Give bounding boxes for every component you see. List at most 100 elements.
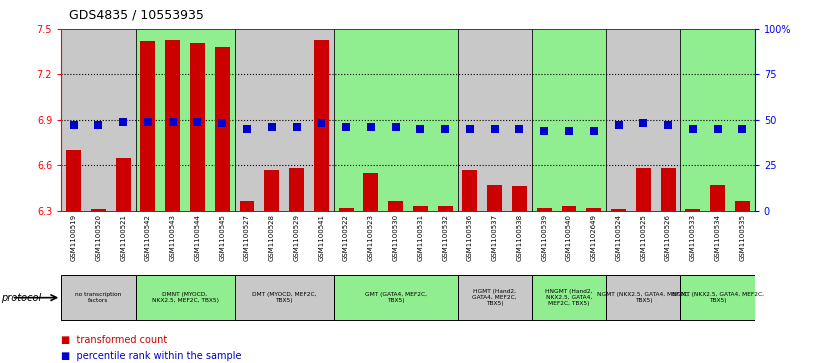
Text: GSM1100522: GSM1100522 [343, 214, 349, 261]
Bar [91, 209, 106, 211]
Text: GSM1100543: GSM1100543 [170, 214, 175, 261]
Text: GSM1100532: GSM1100532 [442, 214, 448, 261]
Point [686, 126, 699, 132]
Text: ■  percentile rank within the sample: ■ percentile rank within the sample [61, 351, 242, 361]
Text: HGMT (Hand2,
GATA4, MEF2C,
TBX5): HGMT (Hand2, GATA4, MEF2C, TBX5) [472, 289, 517, 306]
Bar [681, 29, 755, 211]
Text: GSM1100524: GSM1100524 [615, 214, 622, 261]
Point [588, 128, 601, 134]
Bar [363, 173, 379, 211]
Text: GSM1100528: GSM1100528 [268, 214, 275, 261]
Bar [190, 42, 205, 211]
Text: GSM1100531: GSM1100531 [418, 214, 424, 261]
Bar [334, 275, 458, 320]
Bar [458, 275, 532, 320]
Text: GSM1100527: GSM1100527 [244, 214, 250, 261]
Point [265, 124, 278, 130]
Bar [264, 170, 279, 211]
Bar [532, 275, 606, 320]
Point [736, 126, 749, 132]
Text: GDS4835 / 10553935: GDS4835 / 10553935 [69, 9, 204, 22]
Point [241, 126, 254, 132]
Text: GSM1100541: GSM1100541 [318, 214, 324, 261]
Bar [437, 206, 453, 211]
Bar [606, 275, 681, 320]
Point [67, 122, 80, 128]
Bar [735, 201, 750, 211]
Text: GSM1102649: GSM1102649 [591, 214, 596, 261]
Bar [61, 275, 135, 320]
Bar [463, 170, 477, 211]
Bar [611, 209, 626, 211]
Text: GSM1100525: GSM1100525 [641, 214, 646, 261]
Bar [487, 185, 502, 211]
Text: protocol: protocol [1, 293, 41, 303]
Point [662, 122, 675, 128]
Bar [289, 168, 304, 211]
Bar [61, 29, 135, 211]
Bar [314, 40, 329, 211]
Bar [413, 206, 428, 211]
Text: GSM1100536: GSM1100536 [467, 214, 473, 261]
Point [414, 126, 427, 132]
Text: HNGMT (Hand2,
NKX2.5, GATA4,
MEF2C, TBX5): HNGMT (Hand2, NKX2.5, GATA4, MEF2C, TBX5… [545, 289, 592, 306]
Text: GSM1100526: GSM1100526 [665, 214, 671, 261]
Point [166, 119, 180, 125]
Text: GMT (GATA4, MEF2C,
TBX5): GMT (GATA4, MEF2C, TBX5) [365, 292, 427, 303]
Text: GSM1100520: GSM1100520 [95, 214, 101, 261]
Bar [661, 168, 676, 211]
Text: GSM1100521: GSM1100521 [120, 214, 126, 261]
Point [389, 124, 402, 130]
Bar [66, 150, 81, 211]
Text: GSM1100519: GSM1100519 [71, 214, 77, 261]
Text: NGMT (NKX2.5, GATA4, MEF2C,
TBX5): NGMT (NKX2.5, GATA4, MEF2C, TBX5) [597, 292, 690, 303]
Text: DMT (MYOCD, MEF2C,
TBX5): DMT (MYOCD, MEF2C, TBX5) [252, 292, 317, 303]
Text: GSM1100533: GSM1100533 [690, 214, 696, 261]
Point [215, 121, 228, 126]
Point [711, 126, 724, 132]
Text: GSM1100530: GSM1100530 [392, 214, 398, 261]
Text: GSM1100534: GSM1100534 [715, 214, 721, 261]
Text: GSM1100544: GSM1100544 [194, 214, 201, 261]
Bar [235, 29, 334, 211]
Text: GSM1100537: GSM1100537 [492, 214, 498, 261]
Point [191, 119, 204, 125]
Text: GSM1100545: GSM1100545 [220, 214, 225, 261]
Bar [334, 29, 458, 211]
Point [636, 121, 650, 126]
Bar [235, 275, 334, 320]
Text: DMNT (MYOCD,
NKX2.5, MEF2C, TBX5): DMNT (MYOCD, NKX2.5, MEF2C, TBX5) [152, 292, 219, 303]
Text: GSM1100529: GSM1100529 [294, 214, 299, 261]
Text: GSM1100535: GSM1100535 [739, 214, 745, 261]
Bar [532, 29, 606, 211]
Bar [215, 47, 229, 211]
Text: GSM1100542: GSM1100542 [145, 214, 151, 261]
Bar [140, 41, 155, 211]
Bar [710, 185, 725, 211]
Text: ■  transformed count: ■ transformed count [61, 335, 167, 345]
Text: GSM1100538: GSM1100538 [517, 214, 522, 261]
Point [463, 126, 477, 132]
Text: no transcription
factors: no transcription factors [75, 292, 122, 303]
Bar [116, 158, 131, 211]
Text: GSM1100540: GSM1100540 [566, 214, 572, 261]
Point [141, 119, 154, 125]
Point [439, 126, 452, 132]
Bar [537, 208, 552, 211]
Point [562, 128, 575, 134]
Point [488, 126, 501, 132]
Bar [388, 201, 403, 211]
Text: NGMT (NKX2.5, GATA4, MEF2C,
TBX5): NGMT (NKX2.5, GATA4, MEF2C, TBX5) [672, 292, 764, 303]
Bar [681, 275, 755, 320]
Bar [165, 40, 180, 211]
Point [538, 128, 551, 134]
Bar [339, 208, 353, 211]
Point [315, 121, 328, 126]
Point [117, 119, 130, 125]
Text: GSM1100539: GSM1100539 [541, 214, 548, 261]
Point [612, 122, 625, 128]
Point [339, 124, 353, 130]
Bar [135, 275, 235, 320]
Point [513, 126, 526, 132]
Bar [587, 208, 601, 211]
